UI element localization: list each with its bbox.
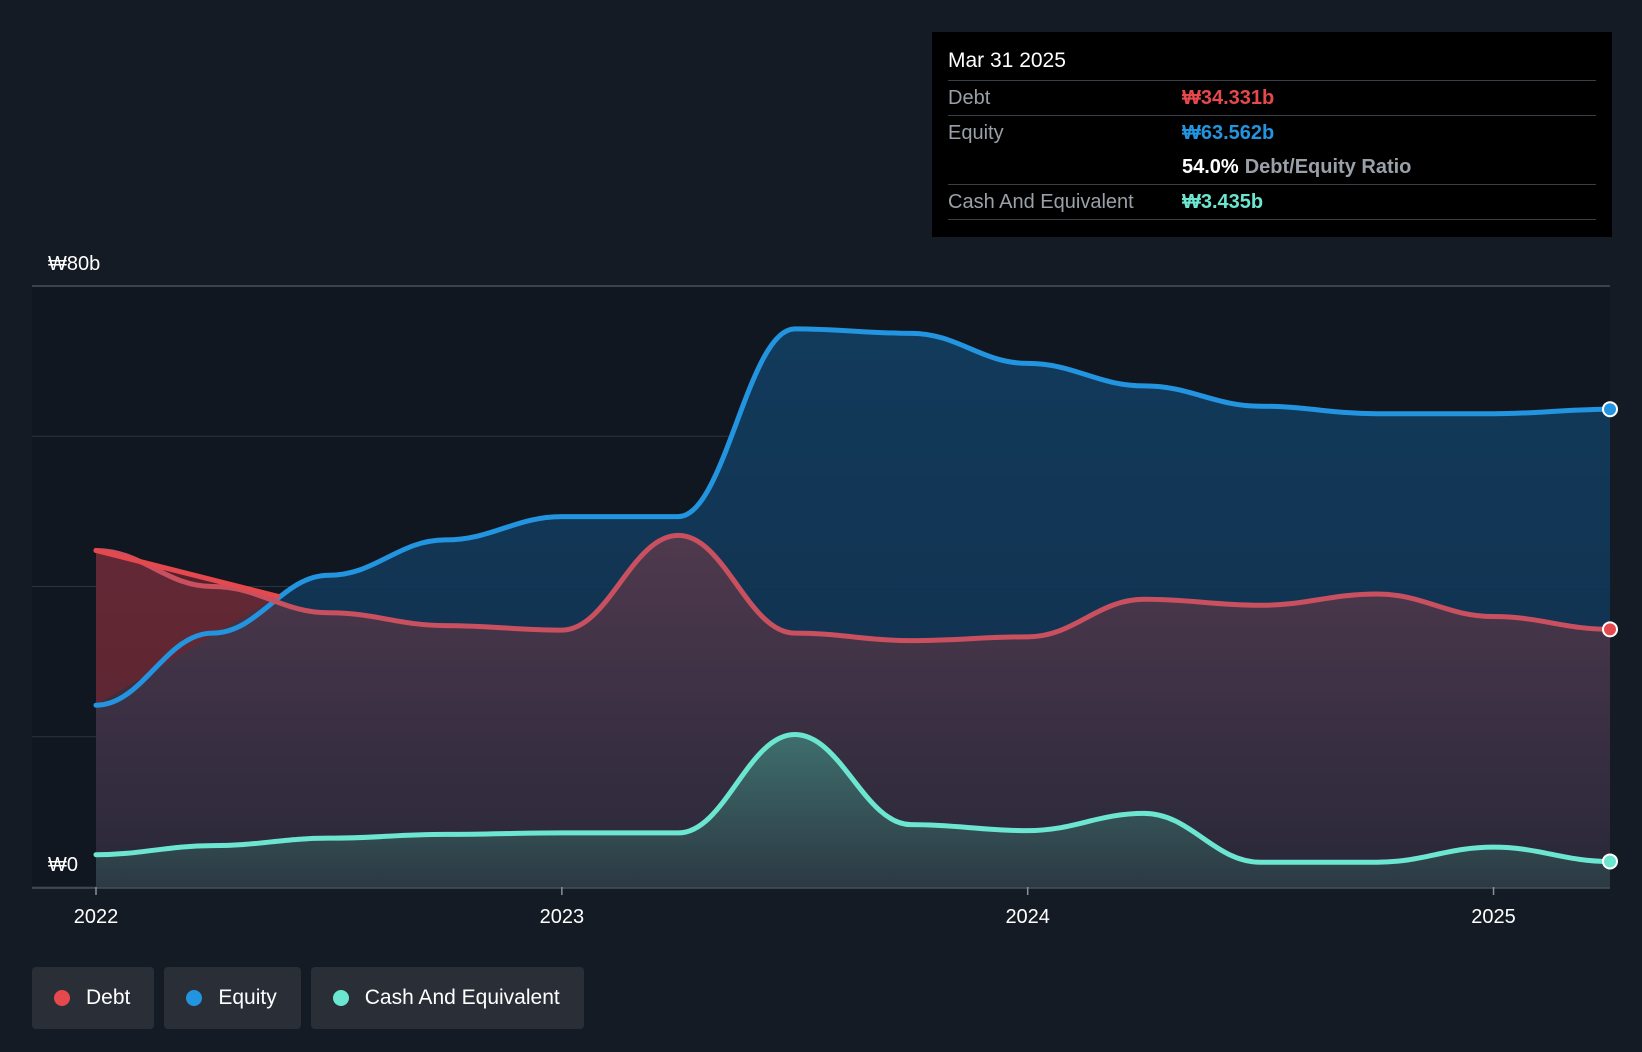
legend-item-equity[interactable]: Equity <box>164 967 301 1029</box>
debt-line-highlight <box>93 547 281 599</box>
debt-area <box>96 535 1610 887</box>
x-tick-label: 2022 <box>74 906 119 928</box>
chart-legend: Debt Equity Cash And Equivalent <box>32 967 584 1029</box>
legend-equity-label: Equity <box>218 986 277 1009</box>
tooltip-cash-label: Cash And Equivalent <box>948 191 1134 213</box>
equity-dot-icon <box>186 990 203 1006</box>
x-tick-label: 2024 <box>1005 906 1050 928</box>
tooltip-debt-row: Debt ₩34.331b <box>948 80 1596 115</box>
tooltip-ratio-label: Debt/Equity Ratio <box>1244 156 1412 178</box>
x-tick-label: 2025 <box>1471 906 1516 928</box>
tooltip-equity-row: Equity ₩63.562b <box>948 115 1596 150</box>
equity-end-point <box>1602 401 1618 418</box>
tooltip-cash-row: Cash And Equivalent ₩3.435b <box>948 184 1596 220</box>
debt-end-point <box>1602 621 1618 638</box>
tooltip-debt-label: Debt <box>948 87 991 109</box>
debt-dot-icon <box>54 990 70 1006</box>
debt-line <box>93 532 1613 644</box>
tooltip-ratio-row: 54.0% Debt/Equity Ratio <box>948 150 1596 184</box>
tooltip-equity-label: Equity <box>948 122 1004 144</box>
legend-item-debt[interactable]: Debt <box>32 967 155 1029</box>
legend-cash-label: Cash And Equivalent <box>364 986 560 1009</box>
tooltip-ratio-value: 54.0% <box>1182 156 1239 178</box>
tooltip-date: Mar 31 2025 <box>948 49 1066 72</box>
legend-item-cash[interactable]: Cash And Equivalent <box>310 967 584 1029</box>
cash-dot-icon <box>332 990 349 1006</box>
y-axis-label-bottom: ₩0 <box>48 854 78 876</box>
tooltip-panel: Mar 31 2025 Debt ₩34.331b Equity ₩63.562… <box>932 32 1612 237</box>
equity-line <box>93 326 1613 708</box>
tooltip-cash-value: ₩3.435b <box>1182 191 1264 213</box>
x-tick-label: 2023 <box>540 906 585 928</box>
cash-area <box>96 734 1610 887</box>
tooltip-equity-value: ₩63.562b <box>1182 122 1275 144</box>
cash-line <box>93 731 1613 865</box>
tooltip-debt-value: ₩34.331b <box>1182 87 1275 109</box>
cash-end-point <box>1602 853 1618 870</box>
y-axis-label-top: ₩80b <box>48 253 100 275</box>
legend-debt-label: Debt <box>86 986 131 1009</box>
